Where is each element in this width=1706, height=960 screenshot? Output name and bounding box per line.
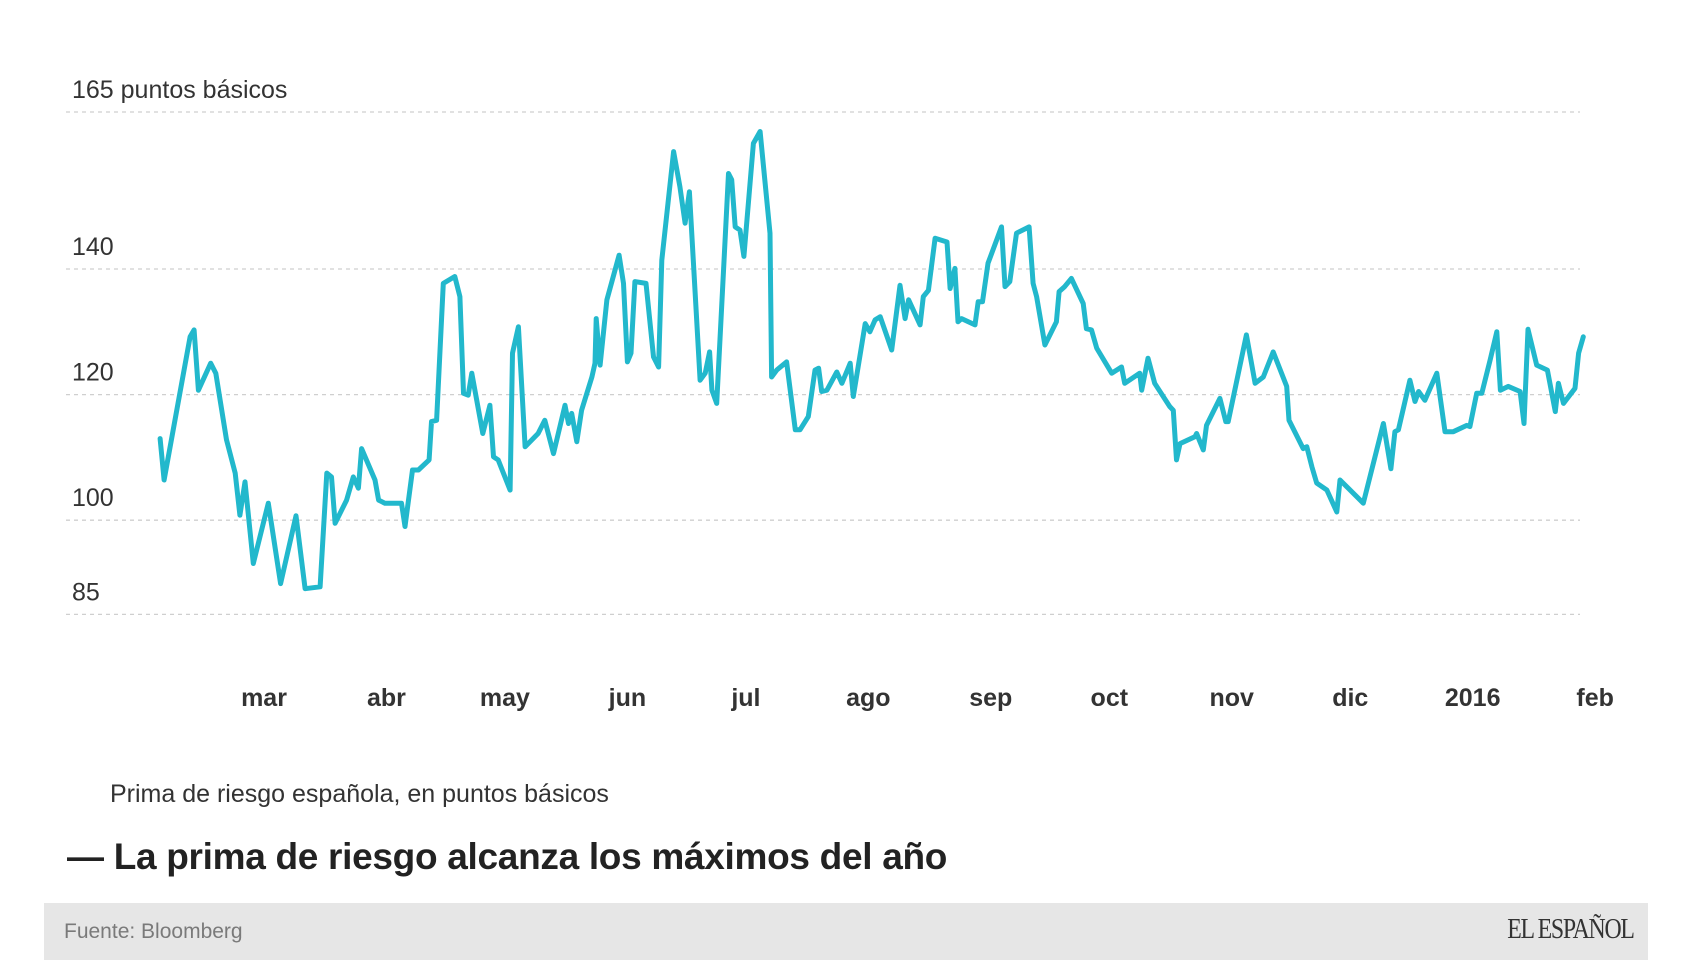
y-tick-label: 85 (72, 578, 100, 606)
x-tick-label: may (480, 684, 530, 712)
x-tick-label: abr (367, 684, 406, 712)
source-note: Fuente: Bloomberg (64, 920, 243, 943)
el-espanol-logo: EL ESPAÑOL (1507, 914, 1636, 945)
x-tick-label: feb (1576, 684, 1614, 712)
line-chart: 165 puntos básicos 140 120 100 85 mar abr may j… (66, 76, 1614, 712)
x-tick-label: oct (1091, 684, 1129, 712)
title-dash: — (67, 836, 114, 877)
y-tick-label: 140 (72, 233, 114, 261)
y-tick-label: 120 (72, 359, 114, 387)
y-tick-label: 165 puntos básicos (72, 76, 287, 104)
x-tick-label: jun (608, 684, 647, 712)
footer-bar: Fuente: Bloomberg EL ESPAÑOL (44, 903, 1648, 960)
chart-subtitle: Prima de riesgo española, en puntos bási… (110, 780, 609, 808)
x-tick-label: nov (1210, 684, 1255, 712)
x-tick-label: jul (730, 684, 760, 712)
x-tick-label: mar (241, 684, 287, 712)
series-line-prima-de-riesgo (157, 129, 1586, 592)
chart-title-text: La prima de riesgo alcanza los máximos d… (113, 836, 948, 877)
y-tick-label: 100 (72, 484, 114, 512)
x-tick-label: 2016 (1445, 684, 1501, 712)
x-tick-label: dic (1332, 684, 1368, 712)
chart-title: — La prima de riesgo alcanza los máximos… (67, 836, 947, 878)
x-axis-labels: mar abr may jun jul ago sep oct nov dic 2016 feb (241, 684, 1614, 712)
x-tick-label: sep (969, 684, 1012, 712)
x-tick-label: ago (846, 684, 890, 712)
y-axis-labels: 165 puntos básicos 140 120 100 85 (72, 76, 287, 606)
